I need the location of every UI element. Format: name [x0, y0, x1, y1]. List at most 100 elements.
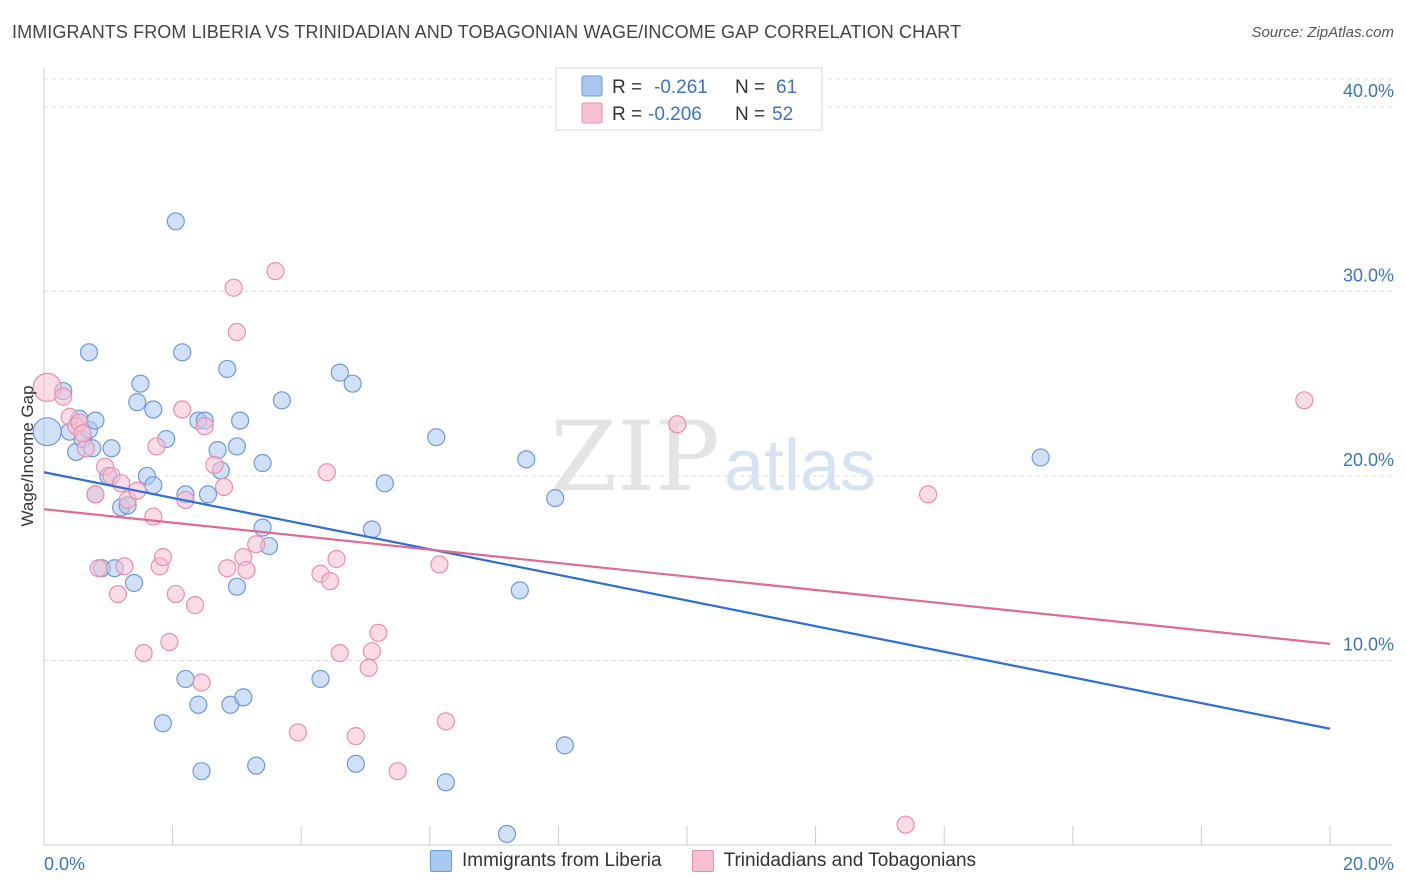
liberia-point	[173, 343, 192, 362]
liberia-point	[189, 695, 208, 714]
liberia-point	[176, 669, 195, 689]
liberia-point	[79, 343, 99, 362]
legend-swatch-liberia	[430, 850, 452, 872]
stats-legend-pink-swatch	[581, 102, 603, 124]
liberia-point	[144, 400, 163, 419]
legend-label-liberia: Immigrants from Liberia	[462, 850, 662, 871]
y-tick-labels: 10.0% 20.0% 30.0% 40.0%	[1343, 81, 1394, 655]
trinidad-point	[896, 815, 915, 834]
stats-legend-n-value-2: 52	[772, 104, 793, 125]
liberia-point	[1031, 448, 1050, 467]
trinidad-point	[227, 322, 246, 342]
liberia-point	[234, 688, 253, 707]
trinidad-point	[288, 723, 308, 742]
trinidad-point	[205, 455, 224, 474]
y-axis-label: Wage/Income Gap	[18, 385, 37, 526]
liberia-point	[311, 669, 330, 689]
trinidad-trend-line	[43, 508, 1331, 645]
stats-legend-n-value-1: 61	[776, 77, 797, 98]
trinidad-point	[321, 572, 340, 591]
stats-legend-r-label-1: R =	[612, 77, 642, 98]
stats-legend-n-label-2: N =	[735, 104, 765, 125]
y-tick-label: 30.0%	[1343, 265, 1394, 285]
trinidad-point	[73, 424, 92, 443]
trinidad-point	[108, 584, 128, 604]
liberia-point	[253, 453, 272, 473]
trinidad-point	[192, 673, 211, 692]
liberia-point	[555, 736, 574, 755]
trinidad-point	[153, 548, 173, 567]
y-tick-label: 20.0%	[1343, 450, 1394, 470]
trinidad-point	[327, 549, 346, 569]
liberia-point	[517, 450, 536, 469]
liberia-point	[343, 374, 362, 393]
trinidad-point	[346, 727, 365, 746]
trinidad-point	[430, 555, 449, 574]
legend-entry-liberia: Immigrants from Liberia	[430, 850, 662, 872]
stats-legend-n-label-1: N =	[735, 77, 765, 98]
liberia-point	[231, 411, 250, 430]
trinidad-point	[214, 477, 234, 497]
y-tick-label: 10.0%	[1343, 634, 1394, 654]
liberia-point	[208, 441, 227, 460]
trinidad-point	[144, 507, 163, 526]
liberia-point	[144, 476, 163, 495]
stats-legend-r-value-2: -0.206	[648, 104, 702, 125]
liberia-point	[375, 474, 394, 493]
chart-title: IMMIGRANTS FROM LIBERIA VS TRINIDADIAN A…	[12, 22, 962, 42]
trinidad-point	[89, 559, 108, 578]
trinidad-point	[76, 439, 95, 458]
liberia-point	[128, 393, 147, 412]
legend-swatch-trinidad	[691, 850, 714, 872]
trinidad-point	[54, 387, 73, 406]
trinidad-point	[186, 596, 205, 615]
liberia-point	[427, 428, 446, 447]
trinidad-point	[237, 560, 256, 580]
stats-legend-r-label-2: R =	[612, 104, 642, 125]
chart-source: Source: ZipAtlas.com	[1251, 24, 1394, 41]
trinidad-point	[247, 535, 266, 554]
liberia-point	[131, 374, 150, 393]
liberia-point	[86, 411, 105, 430]
trinidad-point	[195, 417, 214, 436]
watermark-zip: ZIP	[550, 401, 719, 513]
liberia-point	[32, 417, 62, 447]
trinidad-point	[359, 658, 378, 677]
trinidad-point	[173, 400, 192, 419]
trinidad-point	[134, 643, 153, 663]
trinidad-point	[32, 372, 62, 402]
trinidad-point	[1295, 391, 1314, 410]
liberia-point	[227, 577, 246, 596]
liberia-point	[192, 762, 211, 781]
x-tick-label-max: 20.0%	[1343, 854, 1394, 874]
trinidad-point	[147, 437, 166, 456]
trinidad-point	[266, 262, 285, 281]
stats-legend: R = -0.261 N = 61 R = -0.206 N = 52	[555, 67, 823, 131]
axes	[43, 68, 1392, 846]
stats-legend-r-value-1: -0.261	[654, 77, 708, 98]
legend-entry-trinidad: Trinidadians and Tobagonians	[691, 850, 976, 872]
trinidad-point	[362, 642, 382, 661]
liberia-point	[546, 488, 565, 508]
liberia-point	[247, 756, 266, 775]
liberia-point	[497, 824, 517, 844]
liberia-point	[510, 581, 529, 600]
liberia-trend-line	[43, 471, 1331, 730]
trinidad-point	[919, 485, 938, 504]
trinidad-point	[330, 643, 349, 663]
trinidad-point	[436, 712, 455, 731]
trinidad-point	[224, 278, 243, 297]
x-tick-label-min: 0.0%	[44, 854, 85, 874]
liberia-point	[272, 391, 292, 410]
liberia-point	[346, 754, 365, 773]
liberia-point	[124, 573, 144, 593]
watermark: ZIP atlas	[550, 401, 876, 513]
trinidad-point	[317, 463, 337, 482]
series-legend: Immigrants from Liberia Trinidadians and…	[430, 850, 1006, 872]
liberia-point	[166, 212, 185, 231]
liberia-point	[198, 485, 218, 504]
trinidad-point	[115, 557, 134, 576]
trinidad-point	[166, 584, 185, 604]
liberia-point	[218, 359, 237, 379]
